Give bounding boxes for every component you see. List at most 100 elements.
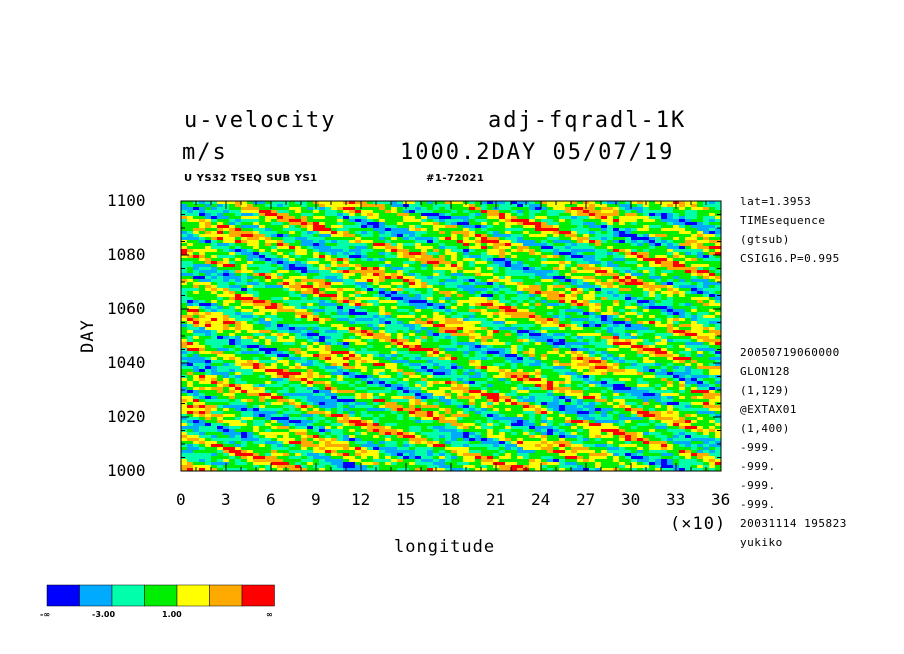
heatmap-cell (385, 207, 392, 211)
heatmap-cell (469, 339, 476, 343)
heatmap-cell (193, 264, 200, 268)
heatmap-cell (247, 267, 254, 271)
heatmap-cell (241, 357, 248, 361)
heatmap-cell (529, 300, 536, 304)
heatmap-cell (331, 288, 338, 292)
heatmap-cell (661, 333, 668, 337)
heatmap-cell (355, 357, 362, 361)
heatmap-cell (487, 285, 494, 289)
heatmap-cell (499, 357, 506, 361)
heatmap-cell (367, 336, 374, 340)
heatmap-cell (571, 276, 578, 280)
heatmap-cell (709, 252, 716, 256)
heatmap-cell (625, 324, 632, 328)
heatmap-cell (181, 207, 188, 211)
heatmap-cell (523, 303, 530, 307)
heatmap-cell (487, 330, 494, 334)
heatmap-cell (673, 243, 680, 247)
heatmap-cell (379, 315, 386, 319)
heatmap-cell (457, 222, 464, 226)
heatmap-cell (229, 321, 236, 325)
heatmap-cell (295, 240, 302, 244)
heatmap-cell (253, 309, 260, 313)
heatmap-cell (217, 264, 224, 268)
heatmap-cell (325, 240, 332, 244)
heatmap-cell (469, 297, 476, 301)
heatmap-cell (601, 249, 608, 253)
heatmap-cell (451, 273, 458, 277)
heatmap-cell (259, 258, 266, 262)
heatmap-cell (379, 255, 386, 259)
heatmap-cell (199, 267, 206, 271)
heatmap-cell (571, 300, 578, 304)
heatmap-cell (697, 213, 704, 217)
heatmap-cell (625, 225, 632, 229)
heatmap-cell (199, 240, 206, 244)
heatmap-cell (571, 303, 578, 307)
heatmap-cell (211, 204, 218, 208)
heatmap-cell (583, 285, 590, 289)
heatmap-cell (241, 333, 248, 337)
heatmap-cell (673, 330, 680, 334)
heatmap-cell (565, 252, 572, 256)
heatmap-cell (181, 300, 188, 304)
heatmap-cell (715, 285, 721, 289)
heatmap-cell (463, 249, 470, 253)
heatmap-cell (541, 297, 548, 301)
heatmap-cell (715, 333, 721, 337)
heatmap-cell (445, 297, 452, 301)
heatmap-cell (337, 348, 344, 352)
heatmap-cell (457, 216, 464, 220)
heatmap-cell (373, 228, 380, 232)
heatmap-cell (493, 309, 500, 313)
heatmap-cell (223, 357, 230, 361)
heatmap-cell (553, 294, 560, 298)
heatmap-cell (247, 309, 254, 313)
heatmap-cell (547, 324, 554, 328)
heatmap-cell (277, 267, 284, 271)
heatmap-cell (331, 348, 338, 352)
heatmap-cell (379, 204, 386, 208)
heatmap-cell (379, 201, 386, 205)
heatmap-cell (691, 339, 698, 343)
heatmap-cell (481, 336, 488, 340)
heatmap-cell (367, 342, 374, 346)
heatmap-cell (577, 315, 584, 319)
heatmap-cell (619, 345, 626, 349)
heatmap-cell (349, 282, 356, 286)
heatmap-cell (523, 297, 530, 301)
heatmap-cell (277, 321, 284, 325)
heatmap-cell (403, 294, 410, 298)
heatmap-cell (619, 336, 626, 340)
heatmap-cell (277, 276, 284, 280)
heatmap-cell (421, 330, 428, 334)
heatmap-cell (355, 276, 362, 280)
heatmap-cell (685, 324, 692, 328)
heatmap-cell (697, 345, 704, 349)
heatmap-cell (439, 306, 446, 310)
heatmap-cell (667, 252, 674, 256)
heatmap-cell (373, 291, 380, 295)
heatmap-cell (247, 336, 254, 340)
heatmap-cell (523, 246, 530, 250)
heatmap-cell (349, 219, 356, 223)
heatmap-cell (187, 315, 194, 319)
heatmap-cell (685, 345, 692, 349)
heatmap-cell (295, 324, 302, 328)
heatmap-cell (637, 291, 644, 295)
heatmap-cell (259, 279, 266, 283)
heatmap-cell (409, 348, 416, 352)
heatmap-cell (235, 309, 242, 313)
heatmap-cell (367, 291, 374, 295)
heatmap-cell (271, 201, 278, 205)
heatmap-cell (223, 252, 230, 256)
heatmap-cell (289, 345, 296, 349)
heatmap-cell (589, 237, 596, 241)
heatmap-cell (457, 324, 464, 328)
heatmap-cell (481, 255, 488, 259)
heatmap-cell (193, 237, 200, 241)
heatmap-cell (625, 240, 632, 244)
heatmap-cell (361, 324, 368, 328)
heatmap-cell (523, 231, 530, 235)
heatmap-cell (301, 330, 308, 334)
